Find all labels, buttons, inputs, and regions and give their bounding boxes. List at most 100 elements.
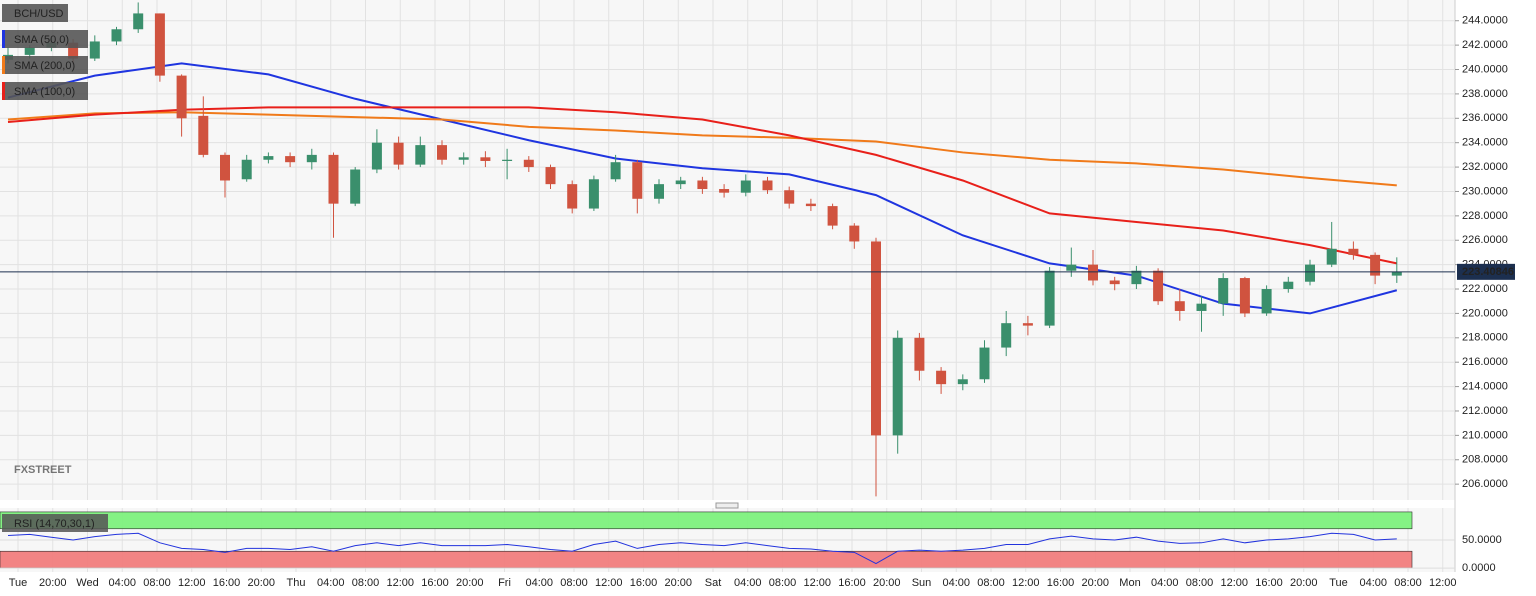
candle-body — [1370, 254, 1381, 276]
y-tick-label: 212.0000 — [1462, 405, 1508, 417]
x-tick-label: 20:00 — [456, 577, 484, 589]
resize-handle[interactable] — [715, 502, 739, 509]
candle-body — [1261, 289, 1272, 314]
x-tick-label: 20:00 — [1290, 577, 1318, 589]
candle-body — [285, 156, 296, 163]
legend-box — [2, 514, 108, 532]
candle-body — [1109, 280, 1120, 285]
x-tick-label: 12:00 — [803, 577, 831, 589]
candle-body — [1174, 301, 1185, 311]
x-tick-label: 08:00 — [977, 577, 1005, 589]
x-tick-label: 12:00 — [1220, 577, 1248, 589]
candle-body — [1001, 323, 1012, 348]
candle-body — [697, 180, 708, 190]
candle-body — [1218, 278, 1229, 304]
legend-swatch — [2, 82, 5, 100]
x-tick-label: 20:00 — [39, 577, 67, 589]
y-tick-label: 210.0000 — [1462, 429, 1508, 441]
y-tick-label: 230.0000 — [1462, 185, 1508, 197]
x-tick-label: 20:00 — [1081, 577, 1109, 589]
candle-body — [480, 157, 491, 161]
x-tick-label: 12:00 — [386, 577, 414, 589]
candle-body — [458, 157, 469, 160]
candle-body — [545, 167, 556, 185]
y-tick-label: 222.0000 — [1462, 283, 1508, 295]
x-tick-label: 08:00 — [769, 577, 797, 589]
candle-body — [176, 75, 187, 119]
candle-body — [827, 206, 838, 226]
candle-body — [805, 203, 816, 207]
y-tick-label: 218.0000 — [1462, 332, 1508, 344]
x-tick-label: 04:00 — [525, 577, 553, 589]
x-tick-label: 04:00 — [317, 577, 345, 589]
sma-line — [7, 62, 1398, 315]
legend-box — [2, 82, 88, 100]
candle-body — [1283, 281, 1294, 290]
x-tick-label: 08:00 — [143, 577, 171, 589]
candle-body — [371, 142, 382, 170]
candle-body — [393, 142, 404, 165]
candle-body — [892, 337, 903, 436]
x-tick-label: Sun — [912, 577, 932, 589]
candle-body — [588, 179, 599, 209]
y-tick-label: 206.0000 — [1462, 478, 1508, 490]
candle-body — [1305, 264, 1315, 282]
candle-body — [1044, 270, 1055, 326]
rsi-line — [7, 532, 1397, 565]
candle-body — [220, 154, 230, 181]
y-tick-label: 236.0000 — [1462, 112, 1508, 124]
candle-body — [719, 189, 730, 193]
candle-body — [241, 159, 252, 180]
y-tick-label: 244.0000 — [1462, 15, 1508, 27]
legend-swatch — [2, 56, 5, 74]
x-tick-label: 04:00 — [734, 577, 762, 589]
candle-body — [1348, 248, 1359, 255]
x-tick-label: 20:00 — [247, 577, 275, 589]
x-tick-label: Mon — [1119, 577, 1140, 589]
last-price-label: 223.40846 — [1462, 266, 1514, 278]
y-tick-label: 216.0000 — [1462, 356, 1508, 368]
y-tick-label: 242.0000 — [1462, 39, 1508, 51]
y-tick-label: 238.0000 — [1462, 88, 1508, 100]
x-tick-label: 16:00 — [213, 577, 241, 589]
candle-body — [68, 42, 79, 59]
x-tick-label: 04:00 — [1151, 577, 1179, 589]
y-tick-label: 232.0000 — [1462, 161, 1508, 173]
y-tick-label: 228.0000 — [1462, 210, 1508, 222]
candle-body — [936, 370, 947, 385]
rsi-band — [0, 511, 1413, 530]
x-tick-label: 16:00 — [1047, 577, 1075, 589]
candle-body — [914, 337, 925, 371]
candle-body — [1088, 264, 1098, 281]
x-tick-label: 08:00 — [560, 577, 588, 589]
x-tick-label: 16:00 — [1255, 577, 1283, 589]
x-tick-label: 16:00 — [630, 577, 658, 589]
y-tick-label: 240.0000 — [1462, 63, 1508, 75]
watermark: FXSTREET — [14, 464, 72, 476]
y-tick-label: 226.0000 — [1462, 234, 1508, 246]
sma-line — [7, 111, 1397, 187]
y-tick-label: 220.0000 — [1462, 307, 1508, 319]
candle-body — [523, 159, 534, 168]
x-tick-label: 12:00 — [595, 577, 623, 589]
candle-body — [1131, 270, 1142, 285]
legend-box — [2, 56, 88, 74]
y-tick-label: 234.0000 — [1462, 137, 1508, 149]
candle-body — [350, 169, 361, 204]
legend-swatch — [2, 30, 5, 48]
x-tick-label: Tue — [9, 577, 28, 589]
candle-body — [849, 225, 860, 242]
candle-body — [1239, 278, 1250, 314]
x-tick-label: 08:00 — [352, 577, 380, 589]
candle-body — [306, 154, 317, 163]
x-tick-label: 12:00 — [1012, 577, 1040, 589]
x-tick-label: 04:00 — [942, 577, 970, 589]
legend-label: SMA (50,0) — [14, 34, 69, 46]
candle-body — [263, 156, 274, 160]
candle-body — [632, 162, 643, 199]
candle-body — [762, 180, 773, 191]
x-tick-label: 16:00 — [421, 577, 449, 589]
candle-body — [871, 241, 881, 436]
